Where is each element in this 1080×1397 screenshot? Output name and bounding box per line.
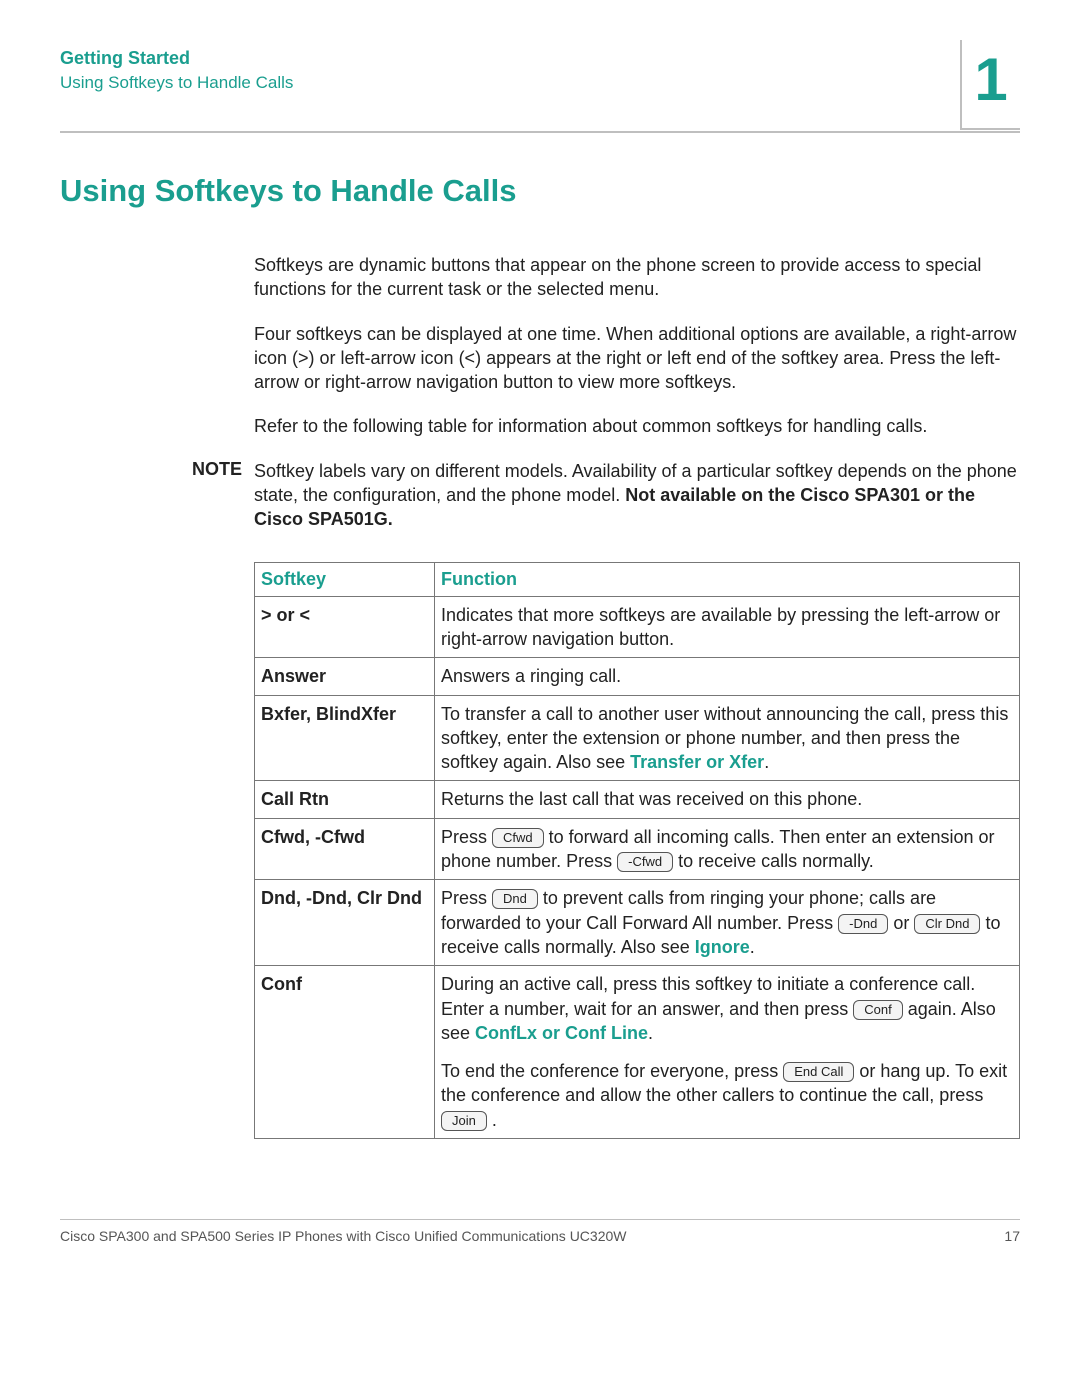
page-title: Using Softkeys to Handle Calls — [60, 173, 1020, 209]
softkey-name: > or < — [255, 596, 435, 658]
header-subsection: Using Softkeys to Handle Calls — [60, 73, 293, 93]
link-conflx[interactable]: ConfLx or Conf Line — [475, 1023, 648, 1043]
fn-text: . — [764, 752, 769, 772]
fn-text: to receive calls normally. — [673, 851, 874, 871]
intro-para-1: Softkeys are dynamic buttons that appear… — [254, 253, 1020, 302]
softkey-name: Call Rtn — [255, 781, 435, 818]
intro-para-2: Four softkeys can be displayed at one ti… — [254, 322, 1020, 395]
note-text: Softkey labels vary on different models.… — [254, 459, 1020, 532]
softkey-fn: Answers a ringing call. — [435, 658, 1020, 695]
fn-text: Press — [441, 827, 492, 847]
table-header-row: Softkey Function — [255, 562, 1020, 596]
chapter-indicator: 1 — [960, 40, 1020, 130]
btn-neg-cfwd: -Cfwd — [617, 852, 673, 872]
softkey-name: Bxfer, BlindXfer — [255, 695, 435, 781]
fn-text: Press — [441, 888, 492, 908]
softkey-fn: Indicates that more softkeys are availab… — [435, 596, 1020, 658]
chapter-number: 1 — [962, 40, 1020, 120]
fn-text: or — [888, 913, 914, 933]
softkey-fn: Press Dnd to prevent calls from ringing … — [435, 880, 1020, 966]
fn-text: To end the conference for everyone, pres… — [441, 1061, 783, 1081]
softkey-fn: Returns the last call that was received … — [435, 781, 1020, 818]
btn-neg-dnd: -Dnd — [838, 914, 888, 934]
col-softkey: Softkey — [255, 562, 435, 596]
table-row: Answer Answers a ringing call. — [255, 658, 1020, 695]
softkey-fn: Press Cfwd to forward all incoming calls… — [435, 818, 1020, 880]
fn-text: . — [487, 1110, 497, 1130]
table-row: > or < Indicates that more softkeys are … — [255, 596, 1020, 658]
btn-end-call: End Call — [783, 1062, 854, 1082]
fn-text: . — [750, 937, 755, 957]
footer-doc-title: Cisco SPA300 and SPA500 Series IP Phones… — [60, 1228, 627, 1244]
table-row: Cfwd, -Cfwd Press Cfwd to forward all in… — [255, 818, 1020, 880]
softkey-name: Conf — [255, 966, 435, 1139]
table-row: Conf During an active call, press this s… — [255, 966, 1020, 1139]
btn-cfwd: Cfwd — [492, 828, 544, 848]
link-ignore[interactable]: Ignore — [695, 937, 750, 957]
btn-join: Join — [441, 1111, 487, 1131]
softkey-fn: To transfer a call to another user witho… — [435, 695, 1020, 781]
softkey-table: Softkey Function > or < Indicates that m… — [254, 562, 1020, 1139]
header-section: Getting Started — [60, 48, 293, 69]
intro-para-3: Refer to the following table for informa… — [254, 414, 1020, 438]
fn-text: . — [648, 1023, 653, 1043]
header-rule — [60, 131, 1020, 133]
link-transfer-xfer[interactable]: Transfer or Xfer — [630, 752, 764, 772]
softkey-name: Dnd, -Dnd, Clr Dnd — [255, 880, 435, 966]
softkey-name: Answer — [255, 658, 435, 695]
footer-page-num: 17 — [1004, 1228, 1020, 1244]
table-row: Bxfer, BlindXfer To transfer a call to a… — [255, 695, 1020, 781]
table-row: Call Rtn Returns the last call that was … — [255, 781, 1020, 818]
note-block: NOTE Softkey labels vary on different mo… — [60, 459, 1020, 532]
btn-conf: Conf — [853, 1000, 902, 1020]
btn-dnd: Dnd — [492, 889, 538, 909]
btn-clr-dnd: Clr Dnd — [914, 914, 980, 934]
note-label: NOTE — [60, 459, 254, 532]
softkey-fn: During an active call, press this softke… — [435, 966, 1020, 1139]
page-header: Getting Started Using Softkeys to Handle… — [60, 48, 1020, 93]
page-footer: Cisco SPA300 and SPA500 Series IP Phones… — [60, 1219, 1020, 1244]
softkey-name: Cfwd, -Cfwd — [255, 818, 435, 880]
col-function: Function — [435, 562, 1020, 596]
table-row: Dnd, -Dnd, Clr Dnd Press Dnd to prevent … — [255, 880, 1020, 966]
